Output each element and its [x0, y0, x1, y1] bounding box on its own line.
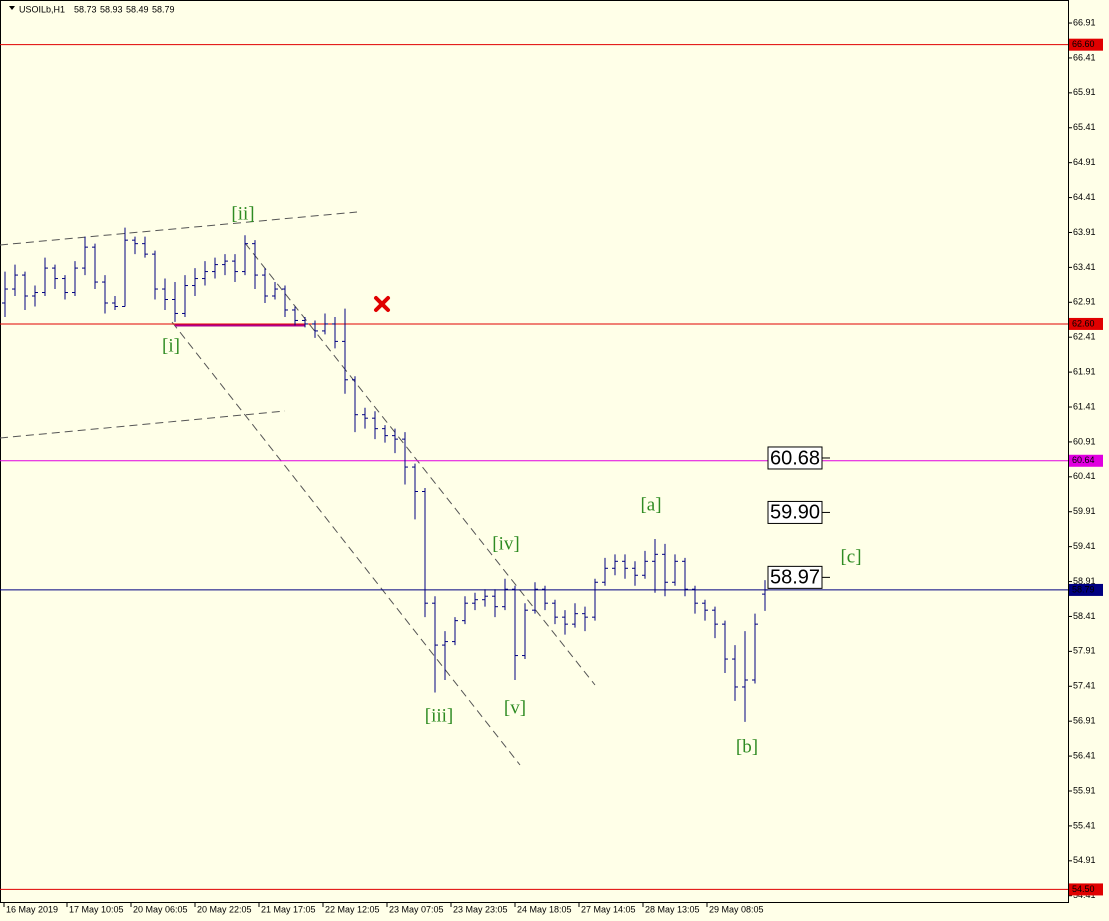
channel-line [244, 242, 596, 686]
wave-label: [iii] [425, 705, 454, 726]
cross-mark [374, 296, 390, 312]
x-tick-label: 23 May 23:05 [453, 904, 508, 914]
channel-line [171, 321, 521, 766]
target-label: 58.97 [770, 567, 820, 589]
y-tick-label: 63.91 [1073, 227, 1096, 237]
target-box [767, 446, 823, 470]
wave-label: [b] [736, 736, 758, 757]
x-tick-label: 28 May 13:05 [645, 904, 700, 914]
y-tick-label: 64.91 [1073, 157, 1096, 167]
price-label: 54.50 [1072, 884, 1095, 894]
y-tick-label: 55.41 [1073, 820, 1096, 830]
wave-label: [iv] [492, 533, 519, 554]
y-tick-label: 65.41 [1073, 122, 1096, 132]
y-tick-label: 64.41 [1073, 192, 1096, 202]
price-label-bg [1069, 38, 1103, 51]
header-value: 58.73 [74, 4, 97, 14]
y-tick-label: 59.91 [1073, 506, 1096, 516]
x-tick-label: 16 May 2019 [6, 904, 58, 914]
price-label: 58.79 [1072, 584, 1095, 594]
header-value: 58.79 [152, 4, 175, 14]
channel-line [0, 410, 286, 439]
y-tick-label: 65.91 [1073, 87, 1096, 97]
x-tick-label: 17 May 10:05 [69, 904, 124, 914]
wave-label: [c] [840, 546, 861, 567]
y-tick-label: 59.41 [1073, 541, 1096, 551]
wave-label: [i] [162, 335, 180, 356]
target-label: 60.68 [770, 447, 820, 469]
x-tick-label: 21 May 17:05 [261, 904, 316, 914]
x-tick-label: 20 May 22:05 [197, 904, 252, 914]
y-tick-label: 66.91 [1073, 17, 1096, 27]
price-label-bg [1069, 317, 1103, 330]
header-value: 58.49 [126, 4, 149, 14]
x-tick-label: 22 May 12:05 [325, 904, 380, 914]
target-box [767, 565, 823, 589]
y-tick-label: 56.41 [1073, 750, 1096, 760]
wave-label: [ii] [231, 203, 254, 224]
price-label-bg [1069, 454, 1103, 467]
y-tick-label: 62.91 [1073, 297, 1096, 307]
x-tick-label: 24 May 18:05 [517, 904, 572, 914]
plot-frame [0, 0, 1069, 903]
price-label-bg [1069, 583, 1103, 596]
wave-label: [v] [504, 697, 526, 718]
price-label-bg [1069, 883, 1103, 896]
x-tick-label: 29 May 08:05 [709, 904, 764, 914]
y-tick-label: 61.91 [1073, 366, 1096, 376]
y-tick-label: 61.41 [1073, 401, 1096, 411]
menu-arrow[interactable] [9, 6, 15, 10]
y-tick-label: 63.41 [1073, 262, 1096, 272]
price-label: 62.60 [1072, 318, 1095, 328]
y-tick-label: 58.41 [1073, 611, 1096, 621]
y-tick-label: 55.91 [1073, 785, 1096, 795]
y-tick-label: 58.91 [1073, 576, 1096, 586]
cross-stroke [374, 296, 390, 312]
y-tick-label: 60.41 [1073, 471, 1096, 481]
y-tick-label: 57.41 [1073, 681, 1096, 691]
trend-lines [0, 211, 596, 766]
price-label: 60.64 [1072, 455, 1095, 465]
y-tick-label: 56.91 [1073, 716, 1096, 726]
y-tick-label: 57.91 [1073, 646, 1096, 656]
x-tick-label: 20 May 06:05 [133, 904, 188, 914]
x-tick-label: 23 May 07:05 [389, 904, 444, 914]
wave-label: [a] [640, 494, 661, 515]
channel-line [0, 211, 358, 246]
y-tick-label: 54.91 [1073, 855, 1096, 865]
y-tick-label: 62.41 [1073, 332, 1096, 342]
y-tick-label: 60.91 [1073, 436, 1096, 446]
chart-title: USOILb,H1 [19, 4, 65, 14]
header-value: 58.93 [100, 4, 123, 14]
target-label: 59.90 [770, 502, 820, 524]
y-tick-label: 66.41 [1073, 52, 1096, 62]
price-label: 66.60 [1072, 39, 1095, 49]
x-tick-label: 27 May 14:05 [581, 904, 636, 914]
target-box [767, 500, 823, 524]
